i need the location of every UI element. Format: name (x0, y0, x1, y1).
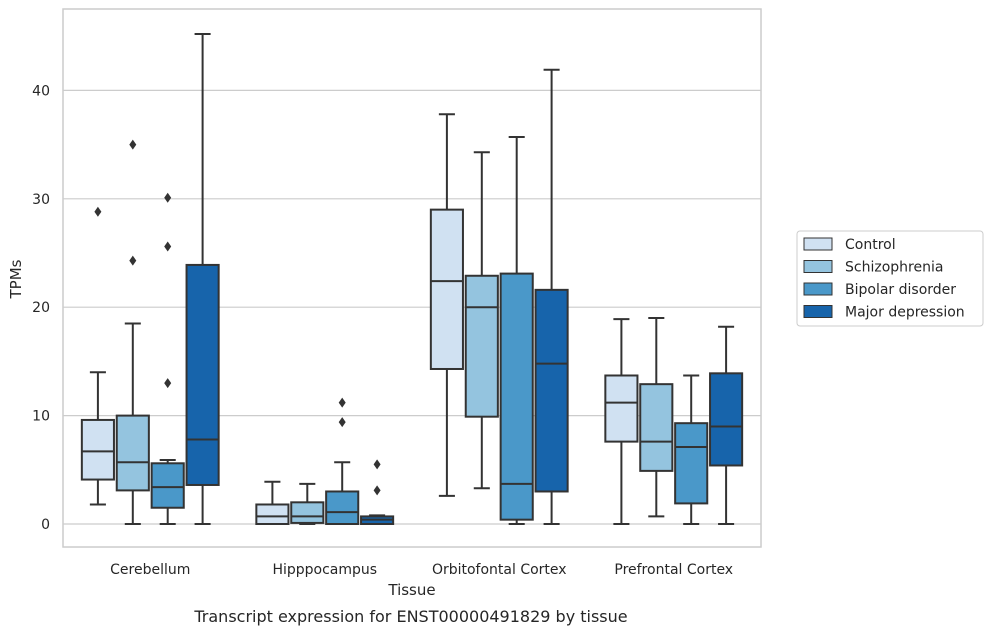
box-2-2 (499, 136, 534, 525)
box-2-1 (464, 151, 499, 490)
outlier-point (373, 459, 381, 470)
box-iqr (604, 374, 639, 443)
outlier-point (373, 485, 381, 496)
outlier-point (164, 192, 172, 203)
box-1-1 (290, 482, 325, 525)
box-iqr (464, 274, 499, 418)
box-iqr (185, 263, 220, 486)
box-3-0 (604, 318, 639, 525)
x-tick-label: Hipppocampus (272, 562, 377, 578)
legend-label: Control (845, 237, 896, 253)
box-2-3 (534, 68, 569, 525)
y-tick-labels: 0 10 20 30 40 (32, 83, 50, 533)
box-iqr (534, 288, 569, 493)
legend-label: Major depression (845, 305, 965, 321)
box-iqr (115, 414, 150, 492)
legend-swatch (803, 305, 833, 318)
box-3-2 (674, 374, 709, 525)
outlier-point (94, 206, 102, 217)
legend-swatch (803, 237, 833, 251)
legend: Control Schizophrenia Bipolar disorder Majo… (796, 230, 984, 327)
box-1-3 (360, 459, 395, 525)
outlier-point (129, 139, 137, 150)
box-0-3 (185, 33, 220, 525)
box-iqr (325, 490, 360, 526)
box-iqr (290, 501, 325, 524)
plot-frame (62, 8, 762, 548)
y-axis-label: TPMs (7, 259, 25, 299)
box-0-0 (80, 206, 115, 506)
y-tick-label: 10 (32, 409, 50, 425)
box-1-0 (255, 480, 290, 526)
x-tick-label: Orbitofontal Cortex (432, 562, 567, 578)
box-iqr (255, 503, 290, 526)
x-axis-label: Tissue (387, 581, 435, 599)
y-tick-label: 30 (32, 192, 50, 208)
box-iqr (639, 383, 674, 472)
x-tick-label: Cerebellum (110, 562, 190, 578)
outlier-point (338, 397, 346, 408)
box-iqr (499, 272, 534, 521)
figure-caption: Transcript expression for ENST0000049182… (193, 607, 627, 626)
outlier-point (338, 417, 346, 428)
box-3-1 (639, 317, 674, 518)
box-3-3 (709, 325, 744, 525)
y-tick-label: 0 (41, 517, 50, 533)
legend-swatch (803, 282, 833, 296)
legend-frame (796, 230, 984, 327)
legend-label: Schizophrenia (845, 260, 943, 276)
outlier-point (129, 255, 137, 266)
legend-swatch (803, 260, 833, 273)
box-iqr (709, 372, 744, 467)
box-1-2 (325, 397, 360, 526)
boxes-layer (80, 33, 744, 526)
box-0-2 (150, 192, 185, 525)
box-iqr (674, 422, 709, 505)
x-tick-label: Prefrontal Cortex (614, 562, 733, 578)
x-tick-labels: Cerebellum Hipppocampus Orbitofontal Corte… (110, 562, 733, 578)
box-iqr (80, 418, 115, 481)
outlier-point (164, 378, 172, 389)
box-iqr (429, 208, 464, 370)
outlier-point (164, 241, 172, 252)
y-gridlines (63, 89, 761, 525)
box-0-1 (115, 139, 150, 525)
y-tick-label: 40 (32, 83, 50, 99)
y-tick-label: 20 (32, 300, 50, 316)
box-2-0 (429, 113, 464, 497)
box-iqr (150, 462, 185, 509)
legend-label: Bipolar disorder (845, 282, 956, 298)
